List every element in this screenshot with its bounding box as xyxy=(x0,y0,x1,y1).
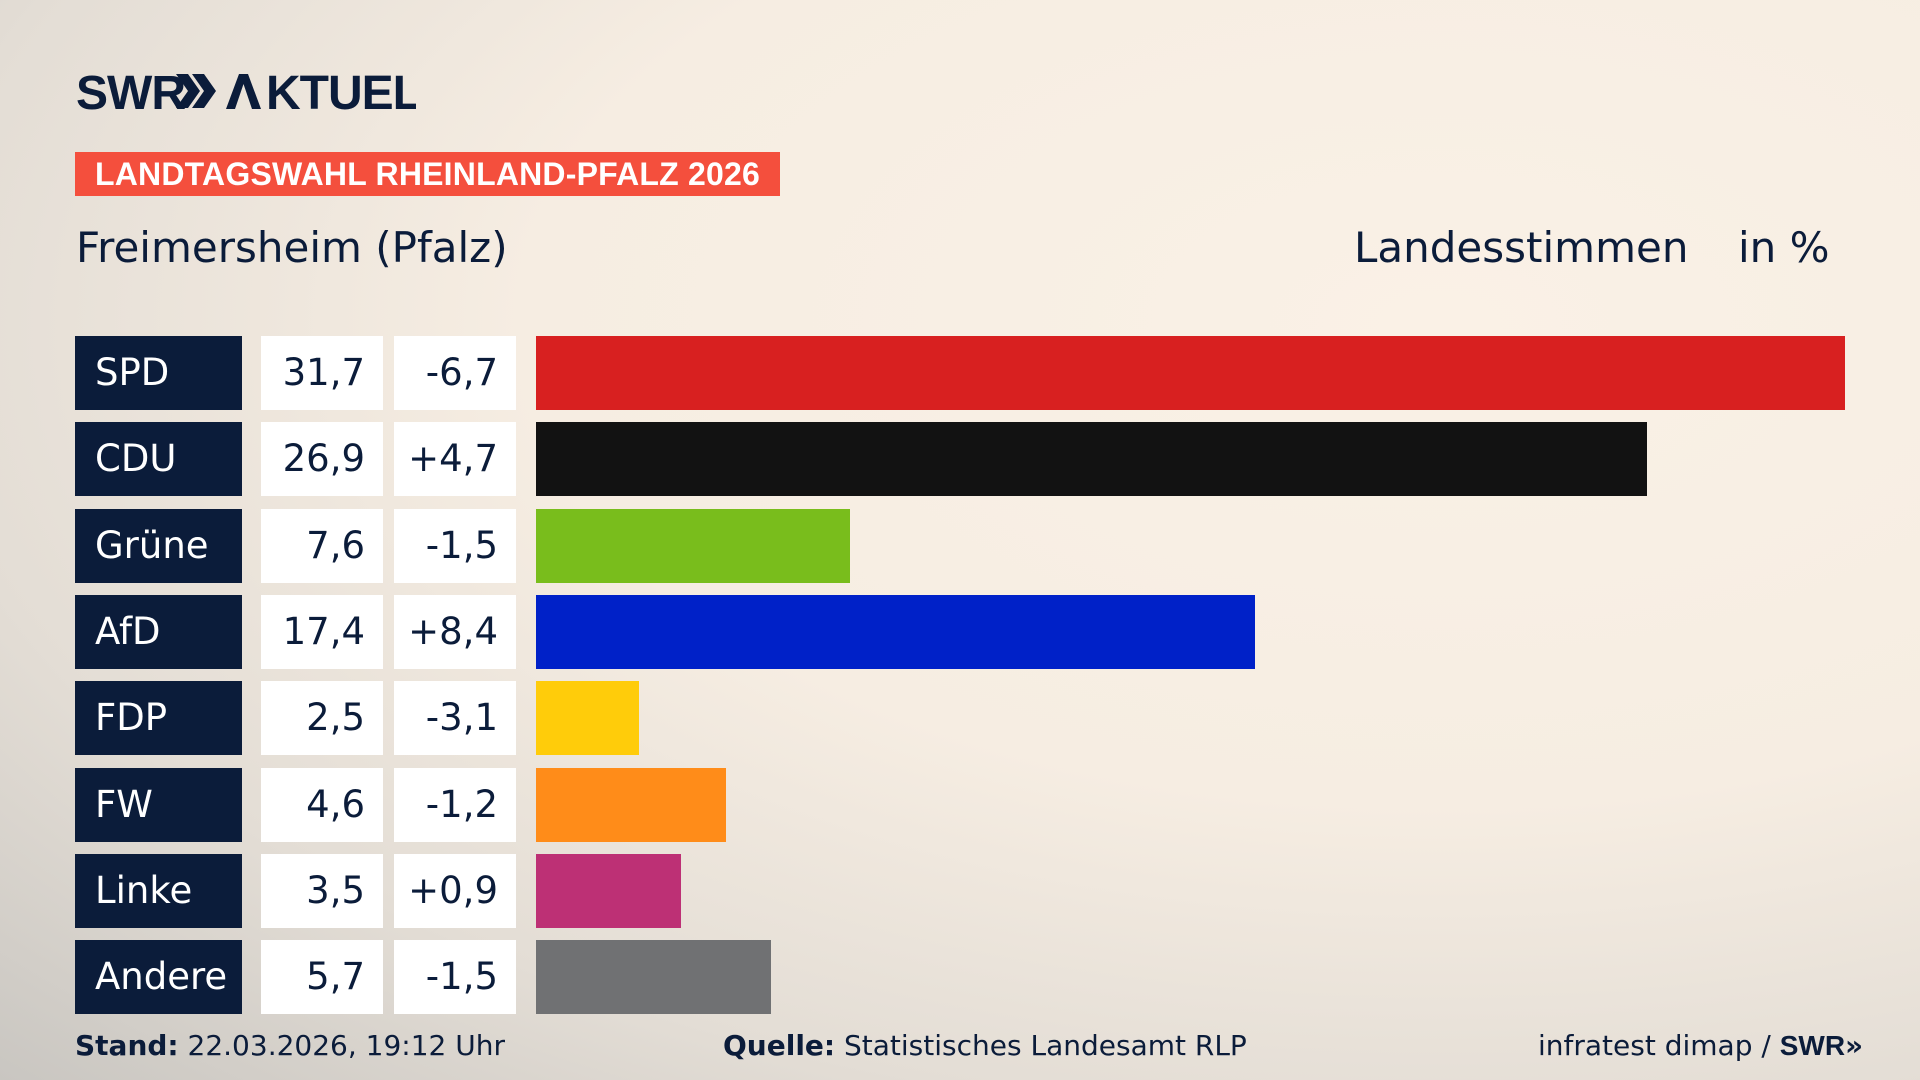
party-label: CDU xyxy=(75,422,242,497)
source: Quelle: Statistisches Landesamt RLP xyxy=(723,1028,1247,1064)
party-label: Grüne xyxy=(75,508,242,583)
bar xyxy=(536,336,1845,410)
credit-text: infratest dimap / xyxy=(1538,1029,1780,1062)
party-label: FW xyxy=(75,767,242,842)
change-label: +4,7 xyxy=(394,422,516,497)
svg-text:SWR: SWR xyxy=(76,67,185,116)
party-label: AfD xyxy=(75,594,242,669)
bar xyxy=(536,853,681,928)
party-label: Andere xyxy=(75,940,242,1015)
change-label: -3,1 xyxy=(394,681,516,756)
stand-value: 22.03.2026, 19:12 Uhr xyxy=(187,1029,505,1062)
change-label: -1,5 xyxy=(394,508,516,583)
election-banner: LANDTAGSWAHL RHEINLAND-PFALZ 2026 xyxy=(75,152,781,196)
credit: infratest dimap / SWR» xyxy=(1538,1028,1863,1064)
change-label: -1,5 xyxy=(394,940,516,1015)
stand-label: Stand: xyxy=(75,1029,179,1062)
change-label: -6,7 xyxy=(394,336,516,410)
value-label: 2,5 xyxy=(261,681,383,756)
bar xyxy=(536,767,726,842)
party-label: FDP xyxy=(75,681,242,756)
bar xyxy=(536,594,1255,669)
bar xyxy=(536,422,1647,497)
value-label: 3,5 xyxy=(261,853,383,928)
unit-label: in % xyxy=(1738,223,1830,272)
change-label: +0,9 xyxy=(394,853,516,928)
change-label: +8,4 xyxy=(394,594,516,669)
source-value: Statistisches Landesamt RLP xyxy=(844,1029,1247,1062)
value-label: 5,7 xyxy=(261,940,383,1015)
source-label: Quelle: xyxy=(723,1029,836,1062)
value-label: 7,6 xyxy=(261,508,383,583)
party-label: Linke xyxy=(75,853,242,928)
bar xyxy=(536,940,772,1015)
value-label: 17,4 xyxy=(261,594,383,669)
bar xyxy=(536,508,850,583)
timestamp: Stand: 22.03.2026, 19:12 Uhr xyxy=(75,1028,505,1064)
vote-type-label: Landesstimmen xyxy=(1354,223,1689,272)
value-label: 26,9 xyxy=(261,422,383,497)
value-label: 4,6 xyxy=(261,767,383,842)
change-label: -1,2 xyxy=(394,767,516,842)
party-label: SPD xyxy=(75,336,242,410)
bar xyxy=(536,681,640,756)
swr-small-logo: SWR xyxy=(1779,1030,1846,1061)
swr-chevrons-icon: » xyxy=(1845,1029,1864,1062)
value-label: 31,7 xyxy=(261,336,383,410)
location-title: Freimersheim (Pfalz) xyxy=(76,223,508,272)
